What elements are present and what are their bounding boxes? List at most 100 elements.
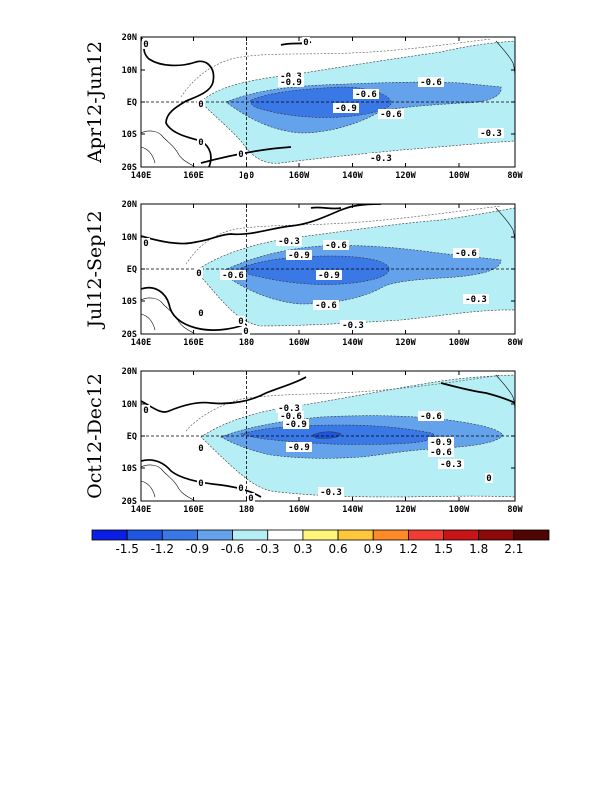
svg-text:-0.6: -0.6: [280, 412, 302, 422]
svg-text:-0.3: -0.3: [465, 295, 487, 305]
zero-contour-label: 0: [237, 316, 245, 327]
contour-label: -0.9: [333, 103, 359, 114]
svg-text:-0.6: -0.6: [455, 249, 477, 259]
contour-label: -0.3: [438, 459, 464, 470]
svg-text:0: 0: [238, 317, 243, 327]
zero-contour-label: 0: [237, 483, 245, 494]
svg-text:0: 0: [248, 494, 253, 504]
contour-label: -0.3: [463, 294, 489, 305]
lon-tick-label: 140W: [342, 171, 363, 181]
lat-tick-label: 10N: [122, 233, 137, 243]
lon-tick-label: 100W: [449, 505, 470, 515]
lon-tick-label: 80W: [507, 338, 523, 348]
svg-text:0: 0: [143, 239, 148, 249]
contour-label: -0.9: [428, 437, 454, 448]
lat-tick-label: 20S: [122, 497, 137, 507]
colorbar-swatch: [126, 529, 163, 541]
svg-text:-0.3: -0.3: [480, 129, 502, 139]
svg-text:0: 0: [303, 38, 308, 48]
lon-tick-label: 160E: [183, 338, 203, 348]
svg-text:-0.3: -0.3: [278, 237, 300, 247]
zero-contour-label: 0: [142, 405, 150, 416]
lon-tick-label: 140W: [342, 505, 363, 515]
lat-tick-label: 10S: [122, 130, 137, 140]
lon-tick-label: 100W: [449, 171, 470, 181]
svg-text:-0.9: -0.9: [288, 443, 310, 453]
colorbar-swatch: [161, 529, 198, 541]
colorbar-label: 1.2: [399, 542, 418, 556]
zero-contour-label: 0: [195, 268, 203, 279]
contour-label: -0.6: [453, 248, 479, 259]
shading-minus-0.9: [240, 255, 390, 285]
zero-contour-label: 0: [197, 443, 205, 454]
svg-text:-0.3: -0.3: [342, 321, 364, 331]
zero-contour-label: 0: [197, 137, 205, 148]
colorbar-label: -0.9: [186, 542, 209, 556]
contour-label: -0.6: [428, 447, 454, 458]
lon-tick-label: 80W: [507, 171, 523, 181]
panel-title: Apr12-Jun12: [84, 41, 106, 164]
lat-tick-label: 20S: [122, 330, 137, 340]
contour-label: -0.9: [316, 270, 342, 281]
svg-text:-0.9: -0.9: [288, 251, 310, 261]
contour-label: -0.9: [286, 250, 312, 261]
contour-label: -0.6: [378, 109, 404, 120]
colorbar-label: -1.2: [151, 542, 174, 556]
lon-tick-label: 160W: [289, 505, 310, 515]
svg-text:-0.9: -0.9: [280, 78, 302, 88]
lat-tick-label: 20N: [122, 33, 137, 43]
contour-label: -0.6: [353, 89, 379, 100]
colorbar-swatch: [337, 529, 374, 541]
svg-text:0: 0: [238, 484, 243, 494]
coastline: [141, 146, 156, 164]
contour-label: -0.9: [286, 442, 312, 453]
svg-text:0: 0: [143, 40, 148, 50]
lon-tick-label: 100W: [449, 338, 470, 348]
svg-text:-0.6: -0.6: [315, 301, 337, 311]
contour-label: -0.6: [418, 411, 444, 422]
map-panel: 20N10NEQ10S20S140E160E180160W140W120W100…: [84, 33, 524, 182]
svg-text:-0.3: -0.3: [278, 404, 300, 414]
lat-tick-label: 10N: [122, 66, 137, 76]
coastline: [141, 480, 156, 498]
lon-tick-label: 80W: [507, 505, 523, 515]
svg-text:-0.9: -0.9: [335, 104, 357, 114]
contour-label: -0.3: [368, 153, 394, 164]
panel-title: Jul12-Sep12: [84, 210, 106, 329]
svg-text:-0.6: -0.6: [420, 412, 442, 422]
colorbar-label: 0.3: [293, 542, 312, 556]
lat-tick-label: 10N: [122, 400, 137, 410]
zero-contour: [141, 204, 382, 245]
lon-tick-label: 180: [239, 338, 254, 348]
svg-text:0: 0: [243, 172, 248, 182]
zero-contour: [310, 206, 342, 210]
colorbar-swatch: [302, 529, 339, 541]
svg-text:-0.9: -0.9: [318, 271, 340, 281]
contour-label: -0.6: [323, 240, 349, 251]
svg-text:-0.3: -0.3: [320, 488, 342, 498]
svg-text:0: 0: [238, 150, 243, 160]
svg-text:-0.3: -0.3: [440, 460, 462, 470]
zero-contour-label: 0: [242, 171, 250, 182]
svg-text:-0.6: -0.6: [430, 448, 452, 458]
colorbar-label: -1.5: [115, 542, 138, 556]
lat-tick-label: 20N: [122, 367, 137, 377]
anomaly-field: [141, 204, 515, 334]
svg-text:-0.9: -0.9: [285, 420, 307, 430]
contour-label: -0.3: [276, 236, 302, 247]
svg-text:0: 0: [196, 269, 201, 279]
lon-tick-label: 180: [239, 505, 254, 515]
colorbar-swatch: [513, 529, 550, 541]
colorbar: -1.5 -1.2 -0.9 -0.6 -0.3 0.3 0.6 0.9 1.2 1.5 1.8 2.…: [91, 529, 550, 556]
colorbar-swatch: [407, 529, 444, 541]
contour-label: -0.9: [278, 77, 304, 88]
zero-contour-label: 0: [142, 238, 150, 249]
colorbar-swatch: [91, 529, 128, 541]
lat-tick-label: 10S: [122, 464, 137, 474]
colorbar-swatch: [372, 529, 409, 541]
zero-contour-label: 0: [302, 37, 310, 48]
svg-text:0: 0: [143, 406, 148, 416]
